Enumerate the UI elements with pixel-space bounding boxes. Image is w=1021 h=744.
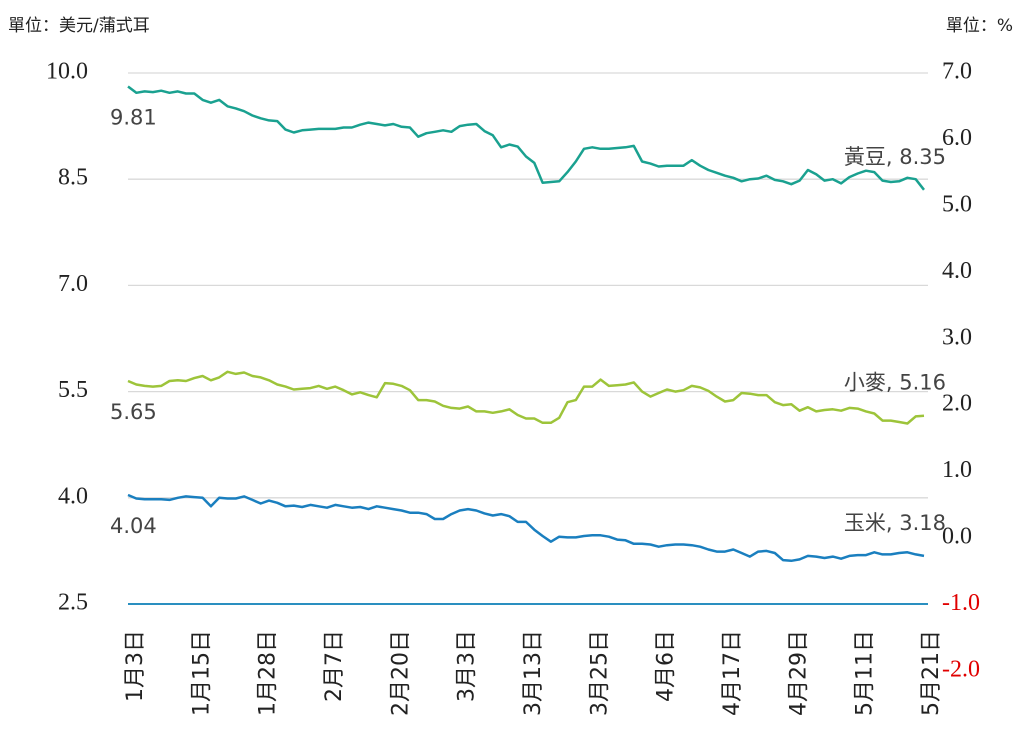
x-tick-label: 2月7日 bbox=[322, 630, 347, 702]
series-line bbox=[127, 85, 925, 191]
y-tick-label: 4.0 bbox=[58, 483, 88, 509]
x-tick-label: 3月25日 bbox=[587, 630, 612, 716]
y2-tick-label: 7.0 bbox=[942, 59, 972, 85]
y-tick-label: 10.0 bbox=[46, 59, 88, 85]
y2-tick-label: -1.0 bbox=[942, 590, 980, 616]
start-value-label: 9.81 bbox=[110, 105, 157, 129]
end-label: 黃豆, 8.35 bbox=[844, 145, 946, 169]
y-tick-label: 5.5 bbox=[58, 377, 88, 403]
y2-tick-label: 5.0 bbox=[942, 191, 972, 217]
x-tick-label: 1月28日 bbox=[256, 630, 281, 716]
series-line bbox=[127, 493, 925, 563]
end-label: 玉米, 3.18 bbox=[844, 511, 946, 535]
y2-tick-label: -2.0 bbox=[942, 657, 980, 683]
x-tick-label: 2月20日 bbox=[388, 630, 413, 716]
y2-tick-label: 1.0 bbox=[942, 457, 972, 483]
x-tick-label: 1月15日 bbox=[189, 630, 214, 716]
y2-tick-label: 6.0 bbox=[942, 125, 972, 151]
x-tick-label: 4月29日 bbox=[786, 630, 811, 716]
y2-tick-label: 2.0 bbox=[942, 391, 972, 417]
x-tick-label: 4月6日 bbox=[654, 630, 679, 702]
y-axis-label: 單位：美元/蒲式耳 bbox=[8, 16, 150, 36]
series-line bbox=[127, 370, 925, 425]
x-tick-label: 3月3日 bbox=[455, 630, 480, 702]
y2-tick-label: 4.0 bbox=[942, 258, 972, 284]
x-tick-label: 5月11日 bbox=[853, 630, 878, 716]
x-tick-label: 5月21日 bbox=[919, 630, 944, 716]
end-label: 小麥, 5.16 bbox=[844, 371, 946, 395]
y-tick-label: 7.0 bbox=[58, 271, 88, 297]
x-tick-label: 1月3日 bbox=[123, 630, 148, 702]
start-value-label: 4.04 bbox=[110, 514, 157, 538]
y-tick-label: 8.5 bbox=[58, 165, 88, 191]
start-value-label: 5.65 bbox=[110, 400, 157, 424]
y2-tick-label: 0.0 bbox=[942, 524, 972, 550]
x-tick-label: 3月13日 bbox=[521, 630, 546, 716]
y-tick-label: 2.5 bbox=[58, 590, 88, 616]
y2-tick-label: 3.0 bbox=[942, 324, 972, 350]
y2-axis-label: 單位：% bbox=[946, 16, 1013, 36]
x-tick-label: 4月17日 bbox=[720, 630, 745, 716]
